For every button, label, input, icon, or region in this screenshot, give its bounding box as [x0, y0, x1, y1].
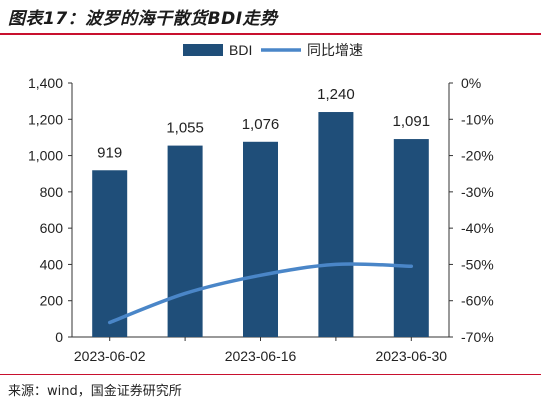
yoy-growth-line [107, 262, 414, 325]
left-tick-label: 0 [55, 329, 63, 345]
chart-axes: 0 200 400 600 800 1,000 1,200 1,400 0% -10% -20% -3… [28, 75, 494, 364]
x-tick-label: 2023-06-02 [74, 348, 146, 364]
left-tick-label: 800 [40, 184, 64, 200]
bar-value-label: 1,091 [393, 113, 431, 130]
bar [393, 139, 429, 337]
legend-swatch-bdi [183, 44, 223, 56]
legend-label-bdi: BDI [229, 42, 252, 58]
source-rule [0, 374, 541, 375]
left-tick-label: 1,400 [28, 75, 63, 91]
left-tick-label: 1,000 [28, 148, 63, 164]
left-tick-label: 400 [40, 256, 64, 272]
bar-value-label: 919 [97, 144, 122, 161]
title-rule [0, 33, 541, 35]
bar-series [92, 112, 429, 338]
right-tick-label: -30% [461, 184, 494, 200]
source-note: 来源：wind，国金证券研究所 [8, 384, 182, 399]
bar [243, 141, 278, 337]
figure-title: 图表17：波罗的海干散货BDI走势 [8, 9, 278, 29]
bar [318, 112, 354, 338]
x-tick-label: 2023-06-30 [375, 348, 447, 364]
legend-label-yoy: 同比增速 [307, 42, 363, 58]
right-tick-label: 0% [461, 75, 481, 91]
right-tick-label: -10% [461, 111, 494, 127]
left-tick-label: 600 [40, 220, 64, 236]
right-tick-label: -40% [461, 220, 494, 236]
bar [92, 170, 128, 337]
right-tick-label: -20% [461, 148, 494, 164]
bar [167, 145, 203, 337]
right-tick-label: -60% [461, 293, 494, 309]
right-tick-label: -70% [461, 329, 494, 345]
x-tick-label: 2023-06-16 [225, 348, 297, 364]
left-tick-label: 200 [40, 293, 64, 309]
bar-value-label: 1,076 [242, 116, 280, 133]
line-series [107, 262, 414, 325]
bar-value-label: 1,240 [317, 86, 355, 103]
left-tick-label: 1,200 [28, 111, 63, 127]
chart-legend: BDI 同比增速 [183, 42, 363, 58]
bar-value-label: 1,055 [166, 120, 204, 137]
right-tick-label: -50% [461, 256, 494, 272]
data-labels: 919 1,055 1,076 1,240 1,091 [97, 86, 430, 161]
bdi-chart: BDI 同比增速 0 200 400 600 800 1,000 1,200 1,400 0% -1… [28, 42, 494, 364]
